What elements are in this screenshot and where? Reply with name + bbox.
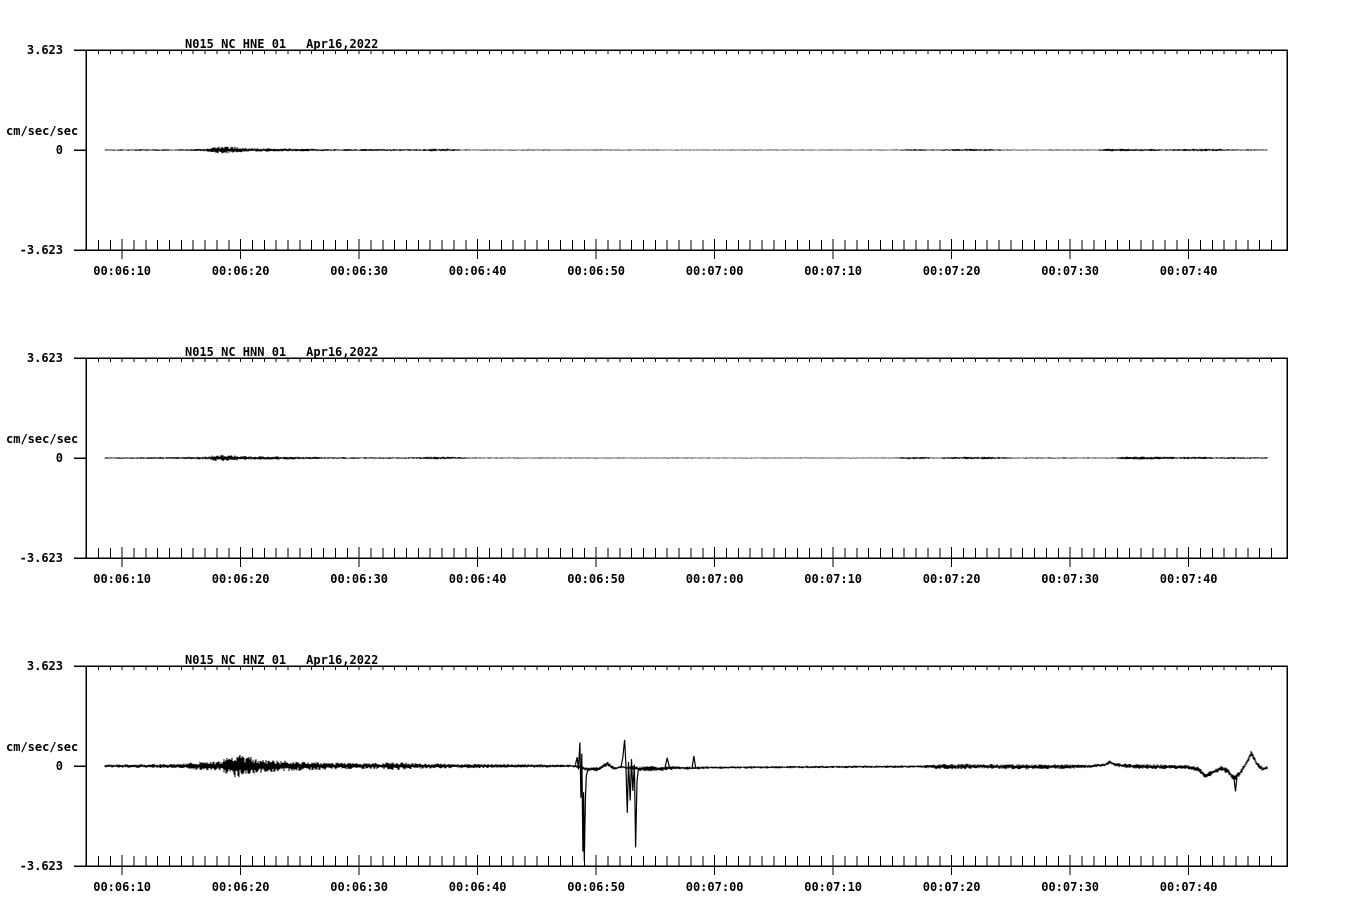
y-min-label: -3.623 [19, 551, 63, 565]
panel-station-title: N015_NC_HNZ_01 [185, 653, 287, 667]
x-axis-top-ticks [97, 358, 1273, 362]
x-tick-label: 00:06:50 [567, 264, 626, 278]
x-tick-label: 00:07:30 [1041, 572, 1100, 586]
x-tick-label: 00:07:10 [804, 264, 863, 278]
y-max-label: 3.623 [26, 659, 63, 673]
y-units-label: cm/sec/sec [6, 432, 79, 446]
waveform-trace-hne [104, 146, 1268, 154]
panel-title-row: N015_NC_HNN_01 Apr16,2022 [185, 344, 378, 360]
x-axis-bottom-ticks [97, 239, 1273, 259]
x-axis-bottom-ticks [97, 855, 1273, 875]
x-tick-label: 00:07:10 [804, 572, 863, 586]
y-units-label: cm/sec/sec [6, 124, 79, 138]
x-axis-top-ticks [97, 666, 1273, 670]
panel-station-title: N015_NC_HNN_01 [185, 345, 287, 359]
panel-station-title: N015_NC_HNE_01 [185, 37, 287, 51]
x-tick-label: 00:06:10 [93, 264, 152, 278]
y-min-label: -3.623 [19, 859, 63, 873]
x-tick-label: 00:06:40 [448, 880, 507, 894]
panel-date: Apr16,2022 [306, 345, 379, 359]
y-units-label: cm/sec/sec [6, 740, 79, 754]
event-spike-hnz [574, 742, 589, 862]
panel-date: Apr16,2022 [306, 653, 379, 667]
x-tick-label: 00:06:20 [211, 572, 270, 586]
x-tick-label: 00:07:30 [1041, 264, 1100, 278]
panel-date: Apr16,2022 [306, 37, 379, 51]
x-tick-label: 00:07:20 [922, 264, 981, 278]
x-tick-label: 00:07:00 [685, 264, 744, 278]
y-zero-label: 0 [55, 143, 63, 157]
x-axis-top-ticks [97, 50, 1273, 54]
x-tick-label: 00:06:20 [211, 264, 270, 278]
event-spike-hnz [620, 739, 639, 848]
event-spike-hnz [1233, 774, 1238, 792]
x-tick-label: 00:07:20 [922, 880, 981, 894]
x-tick-label: 00:06:40 [448, 264, 507, 278]
x-tick-label: 00:07:00 [685, 572, 744, 586]
panel-title-row: N015_NC_HNE_01 Apr16,2022 [185, 36, 378, 52]
x-tick-label: 00:06:10 [93, 572, 152, 586]
x-tick-label: 00:07:40 [1159, 880, 1218, 894]
y-axis-ticks [74, 357, 86, 559]
x-tick-label: 00:06:30 [330, 880, 389, 894]
y-axis-ticks [74, 49, 86, 251]
x-tick-label: 00:07:00 [685, 880, 744, 894]
x-axis-bottom-ticks [97, 547, 1273, 567]
x-tick-label: 00:06:20 [211, 880, 270, 894]
y-zero-label: 0 [55, 451, 63, 465]
y-min-label: -3.623 [19, 243, 63, 257]
event-spike-hnz [691, 756, 697, 769]
x-tick-label: 00:06:50 [567, 880, 626, 894]
x-tick-label: 00:07:30 [1041, 880, 1100, 894]
x-tick-label: 00:07:20 [922, 572, 981, 586]
y-zero-label: 0 [55, 759, 63, 773]
y-max-label: 3.623 [26, 43, 63, 57]
y-max-label: 3.623 [26, 351, 63, 365]
x-tick-label: 00:06:40 [448, 572, 507, 586]
panel-title-row: N015_NC_HNZ_01 Apr16,2022 [185, 652, 378, 668]
x-tick-label: 00:07:40 [1159, 572, 1218, 586]
y-axis-ticks [74, 665, 86, 867]
x-tick-label: 00:06:10 [93, 880, 152, 894]
x-tick-label: 00:07:40 [1159, 264, 1218, 278]
x-tick-label: 00:07:10 [804, 880, 863, 894]
waveform-trace-hnz [104, 750, 1268, 780]
event-spike-hnz [664, 757, 671, 769]
x-tick-label: 00:06:50 [567, 572, 626, 586]
x-tick-label: 00:06:30 [330, 264, 389, 278]
x-tick-label: 00:06:30 [330, 572, 389, 586]
waveform-trace-hnn [104, 454, 1268, 462]
